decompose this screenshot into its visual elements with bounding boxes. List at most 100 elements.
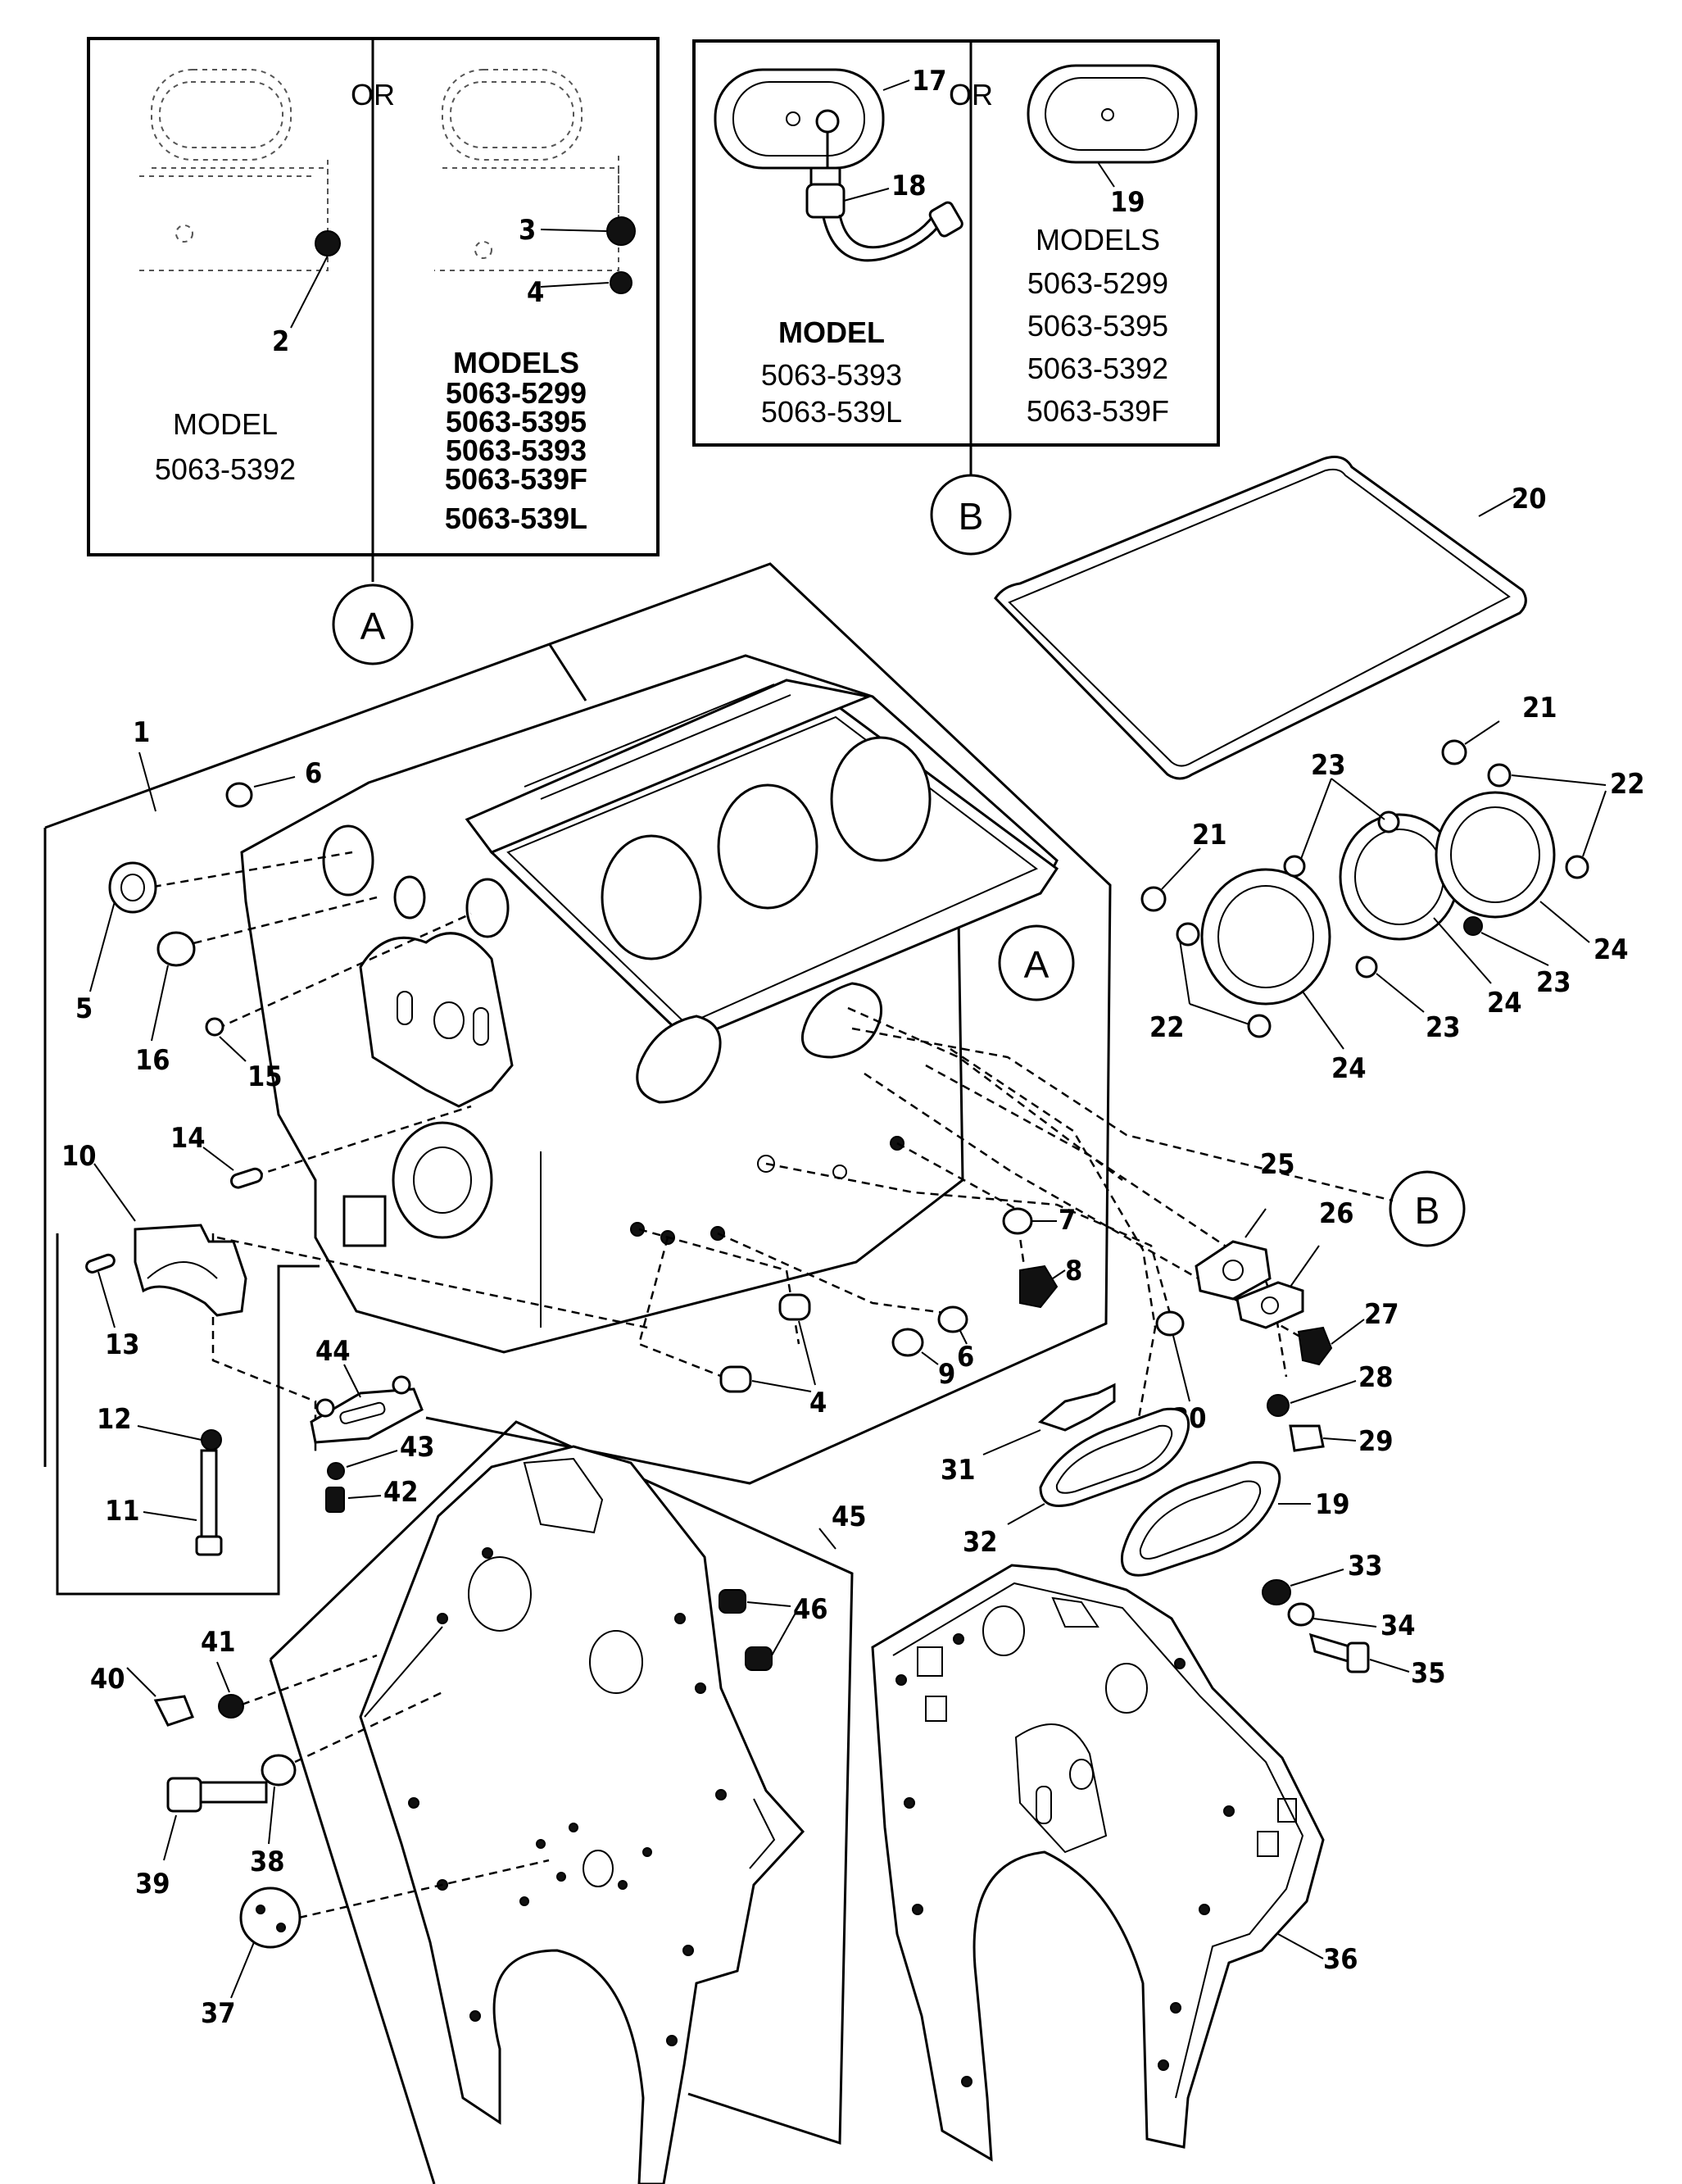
part-label-4-b: 4 bbox=[809, 1387, 827, 1419]
part-label-22-a: 22 bbox=[1610, 768, 1645, 801]
plug-part-4-b bbox=[719, 1365, 752, 1393]
part-label-34: 34 bbox=[1381, 1610, 1416, 1642]
inset-b-frame bbox=[692, 39, 1220, 447]
block-callout-b: B bbox=[1415, 1189, 1440, 1232]
part-label-36: 36 bbox=[1323, 1943, 1358, 1976]
block-callout-b-circle bbox=[1389, 1170, 1466, 1247]
plate-part-26 bbox=[1235, 1281, 1304, 1329]
gasket-part-32 bbox=[1039, 1407, 1190, 1507]
part-label-12: 12 bbox=[97, 1403, 132, 1436]
part-label-2: 2 bbox=[272, 325, 289, 358]
plug-part-23-a bbox=[1377, 810, 1400, 833]
part-label-37: 37 bbox=[201, 1997, 236, 2030]
inset-b: 17 18 19 OR MODEL 5063-5393 5063-539L MO… bbox=[692, 39, 1220, 556]
part-label-45: 45 bbox=[832, 1501, 867, 1533]
part-label-8: 8 bbox=[1065, 1255, 1082, 1287]
washer-part-34 bbox=[1287, 1602, 1315, 1627]
bolt-part-11 bbox=[200, 1449, 218, 1542]
inset-a-callout-circle bbox=[332, 583, 414, 665]
part-label-24-b: 24 bbox=[1487, 987, 1522, 1019]
washer-part-12 bbox=[201, 1429, 222, 1451]
block-callout-a-circle bbox=[998, 924, 1075, 1001]
part-label-33: 33 bbox=[1348, 1550, 1383, 1582]
fitting-part-27 bbox=[1297, 1326, 1333, 1366]
plug-part-7 bbox=[1002, 1207, 1033, 1235]
inset-b-right-heading: MODELS bbox=[1036, 223, 1160, 257]
inset-b-right-model-1: 5063-5299 bbox=[1027, 266, 1168, 300]
part-label-40: 40 bbox=[90, 1663, 125, 1696]
inset-a-right-heading: MODELS bbox=[453, 346, 579, 379]
plug-part-21-b bbox=[1140, 886, 1167, 912]
inset-b-right-model-3: 5063-5392 bbox=[1027, 352, 1168, 385]
plug-part-6-b bbox=[937, 1305, 968, 1333]
part-label-21-a: 21 bbox=[1522, 692, 1557, 724]
plug-part-3 bbox=[606, 216, 636, 246]
main-bearing-cap-part-10 bbox=[134, 1224, 247, 1317]
part-label-46: 46 bbox=[793, 1593, 828, 1626]
oil-pan-gasket-part-20 bbox=[994, 456, 1527, 780]
part-label-28: 28 bbox=[1358, 1361, 1394, 1394]
inset-a-right-model-5: 5063-539L bbox=[445, 502, 587, 535]
inset-b-right-model-2: 5063-5395 bbox=[1027, 309, 1168, 343]
part-label-19-main: 19 bbox=[1315, 1488, 1350, 1521]
part-label-42: 42 bbox=[383, 1476, 419, 1509]
part-label-4: 4 bbox=[527, 276, 544, 309]
inset-a-left-model-1: 5063-5392 bbox=[155, 452, 296, 486]
cover-part-19-main bbox=[1120, 1460, 1281, 1577]
dowel-part-46-a bbox=[719, 1589, 746, 1614]
washer-part-33 bbox=[1262, 1579, 1291, 1605]
front-plate-gasket-part-36 bbox=[871, 1564, 1325, 2162]
part-label-5: 5 bbox=[75, 992, 93, 1025]
part-label-23-c: 23 bbox=[1426, 1011, 1461, 1044]
leader-20 bbox=[1478, 495, 1517, 517]
part-label-27: 27 bbox=[1364, 1298, 1399, 1331]
part-label-22-b: 22 bbox=[1149, 1011, 1185, 1044]
inset-a-right-model-4: 5063-539F bbox=[445, 462, 587, 496]
seal-ring-part-24-c bbox=[1435, 791, 1556, 919]
bolt-part-42 bbox=[325, 1487, 345, 1513]
inset-a-left-heading: MODEL bbox=[173, 407, 278, 441]
plug-part-4 bbox=[610, 271, 632, 294]
washer-part-28 bbox=[1267, 1394, 1290, 1417]
plug-part-22-c bbox=[1176, 922, 1200, 947]
part-label-6-b: 6 bbox=[957, 1341, 974, 1374]
inset-b-left-model-2: 5063-539L bbox=[761, 395, 902, 429]
inset-b-callout: B bbox=[959, 495, 984, 538]
washer-part-41 bbox=[218, 1694, 244, 1719]
inset-a-right-model-3: 5063-5393 bbox=[446, 434, 587, 467]
plug-part-22-a bbox=[1487, 763, 1512, 788]
part-label-41: 41 bbox=[201, 1626, 236, 1659]
part-label-35: 35 bbox=[1411, 1657, 1446, 1690]
leader-to-b bbox=[851, 1027, 1394, 1202]
elbow-fitting-part-18 bbox=[805, 183, 846, 219]
part-label-10: 10 bbox=[61, 1140, 97, 1173]
plug-part-22-d bbox=[1247, 1014, 1272, 1038]
plug-part-6-a bbox=[225, 782, 253, 808]
part-label-18: 18 bbox=[891, 170, 927, 202]
plug-part-22-b bbox=[1565, 855, 1589, 879]
part-label-9: 9 bbox=[938, 1358, 955, 1391]
plug-part-23-d bbox=[1355, 956, 1378, 978]
part-label-3: 3 bbox=[519, 214, 536, 247]
part-label-15: 15 bbox=[247, 1060, 283, 1093]
bolt-part-29 bbox=[1289, 1424, 1325, 1452]
inset-a-callout: A bbox=[360, 605, 386, 647]
block-frame bbox=[43, 562, 1112, 1485]
block-callout-a: A bbox=[1024, 943, 1050, 986]
part-label-21-b: 21 bbox=[1192, 819, 1227, 851]
seal-rings bbox=[1140, 739, 1589, 1038]
front-plate-part-45 bbox=[269, 1420, 854, 2184]
part-label-19-inset: 19 bbox=[1110, 186, 1145, 219]
part-label-1: 1 bbox=[133, 716, 150, 749]
inset-b-right-model-4: 5063-539F bbox=[1027, 394, 1169, 428]
part-label-6-a: 6 bbox=[305, 757, 322, 790]
plate-frame bbox=[269, 1420, 854, 2184]
dowel-part-46-b bbox=[745, 1646, 773, 1671]
drain-plug-part-2 bbox=[315, 230, 341, 257]
part-label-23-a: 23 bbox=[1311, 749, 1346, 782]
gasket-part-25 bbox=[1195, 1240, 1272, 1301]
part-label-13: 13 bbox=[105, 1328, 140, 1361]
cover-part-19 bbox=[1027, 64, 1198, 164]
washer-part-43 bbox=[327, 1462, 345, 1480]
